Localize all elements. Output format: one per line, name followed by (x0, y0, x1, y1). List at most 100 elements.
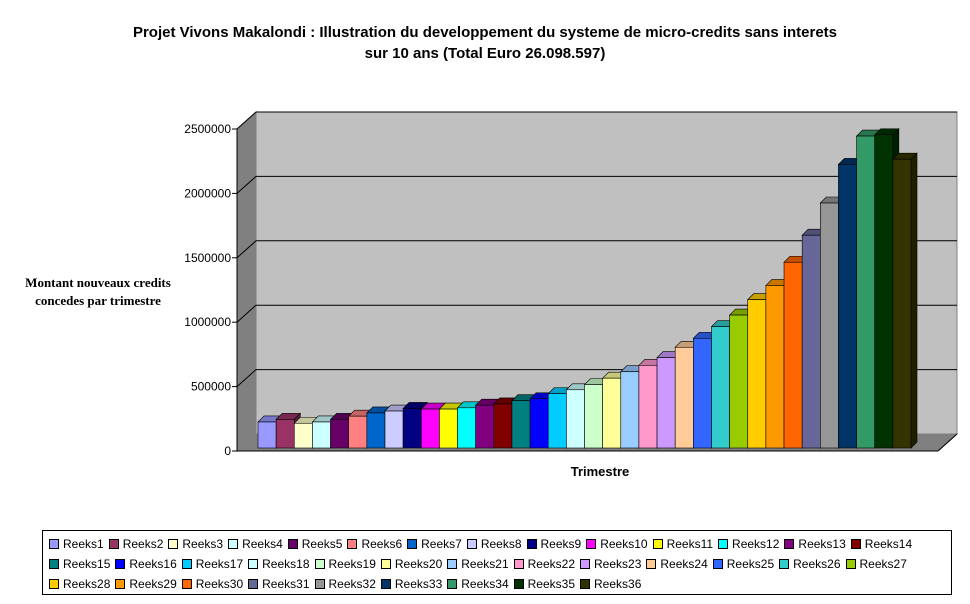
legend-swatch (466, 539, 477, 549)
legend-swatch (287, 539, 298, 549)
legend-label: Reeks28 (63, 577, 111, 591)
legend-item: Reeks18 (246, 554, 310, 574)
legend-label: Reeks1 (63, 537, 104, 551)
legend-label: Reeks23 (594, 557, 642, 571)
legend-swatch (380, 579, 391, 589)
legend-item: Reeks21 (445, 554, 509, 574)
legend-label: Reeks2 (122, 537, 164, 551)
legend-item: Reeks24 (644, 554, 708, 574)
legend-swatch (850, 539, 861, 549)
legend-label: Reeks11 (666, 537, 714, 551)
bar-24 (674, 346, 694, 449)
legend-item: Reeks16 (113, 554, 177, 574)
legend-item: Reeks10 (584, 534, 648, 554)
y-tick-label: 0 (224, 444, 231, 458)
bar-15 (511, 400, 531, 449)
legend-swatch (526, 539, 537, 549)
legend-swatch (513, 559, 524, 569)
legend-swatch (314, 559, 325, 569)
bar-33 (838, 164, 857, 449)
legend-swatch (580, 579, 590, 589)
legend-swatch (447, 559, 458, 569)
bar-3 (293, 422, 313, 449)
legend-label: Reeks10 (600, 537, 648, 551)
bar-8 (384, 410, 404, 449)
bar-31 (801, 234, 821, 449)
bar-chart-plot: 0 500000 1000000 1500000 2000000 2500000 (184, 110, 959, 458)
legend-label: Reeks20 (394, 557, 443, 571)
legend-label: Reeks35 (527, 577, 575, 591)
legend-item: Reeks17 (180, 554, 243, 574)
legend-swatch (49, 539, 59, 549)
legend-swatch (407, 539, 418, 549)
legend-label: Reeks18 (262, 557, 310, 571)
legend-label: Reeks26 (793, 557, 841, 571)
legend-item: Reeks32 (313, 574, 376, 594)
bar-36-side (910, 152, 918, 449)
legend-swatch (646, 559, 657, 569)
legend-swatch (49, 579, 59, 589)
legend-label: Reeks9 (540, 537, 582, 551)
bar-7 (366, 412, 386, 449)
legend-swatch (314, 579, 325, 589)
legend-item: Reeks31 (246, 574, 310, 594)
bar-36 (892, 158, 912, 449)
bar-13 (475, 404, 495, 449)
bar-4 (312, 421, 331, 449)
legend-swatch (181, 559, 192, 569)
gridline (236, 304, 957, 323)
legend-item: Reeks34 (445, 574, 509, 594)
bar-27 (729, 314, 749, 449)
legend-item: Reeks9 (525, 534, 582, 554)
legend-label: Reeks17 (195, 557, 244, 571)
legend-label: Reeks13 (798, 537, 846, 551)
bar-1 (257, 421, 277, 449)
legend-label: Reeks19 (328, 557, 376, 571)
plot-side-wall (236, 110, 257, 453)
legend-label: Reeks30 (195, 577, 244, 591)
legend-label: Reeks12 (732, 537, 780, 551)
legend-item: Reeks8 (465, 534, 522, 554)
legend-item: Reeks29 (113, 574, 177, 594)
bar-18 (566, 389, 585, 449)
legend-item: Reeks26 (777, 554, 841, 574)
legend-swatch (779, 559, 790, 569)
legend-item: Reeks35 (512, 574, 575, 594)
legend-swatch (248, 579, 259, 589)
legend-item: Reeks13 (782, 534, 846, 554)
legend-swatch (586, 539, 597, 549)
legend-item: Reeks20 (379, 554, 442, 574)
legend-swatch (513, 579, 524, 589)
bar-34 (856, 135, 876, 449)
y-axis-label-line-2: concedes par trimestre (35, 293, 161, 308)
legend-swatch (108, 539, 119, 549)
bar-29 (765, 285, 785, 449)
chart-legend: Reeks1 Reeks2 Reeks3 Reeks4 Reeks5 Reeks6 Reek… (42, 530, 952, 595)
legend-swatch (49, 559, 59, 569)
x-axis-depth-line (937, 433, 958, 452)
x-axis-label: Trimestre (570, 464, 630, 479)
chart-title-line-2: sur 10 ans (Total Euro 26.098.597) (364, 45, 606, 62)
legend-item: Reeks7 (405, 534, 462, 554)
legend-item: Reeks3 (166, 534, 223, 554)
y-tick-label: 500000 (191, 380, 231, 394)
legend-label: Reeks7 (421, 537, 462, 551)
chart-title-line-1: Projet Vivons Makalondi : Illustration d… (132, 24, 838, 41)
legend-swatch (580, 559, 590, 569)
legend-label: Reeks15 (63, 557, 111, 571)
legend-swatch (712, 559, 723, 569)
legend-item: Reeks4 (226, 534, 283, 554)
legend-item: Reeks15 (47, 554, 110, 574)
legend-label: Reeks3 (182, 537, 224, 551)
chart-title: Projet Vivons Makalondi : Illustration d… (0, 22, 970, 64)
gridline (236, 240, 957, 259)
legend-label: Reeks5 (301, 537, 343, 551)
legend-item: Reeks36 (578, 574, 641, 594)
legend-item: Reeks27 (844, 554, 907, 574)
legend-swatch (115, 559, 126, 569)
bar-35 (874, 134, 894, 449)
y-tick-label: 2500000 (184, 122, 231, 136)
bar-10 (420, 408, 440, 449)
legend-item: Reeks19 (313, 554, 376, 574)
bar-23 (656, 357, 676, 449)
